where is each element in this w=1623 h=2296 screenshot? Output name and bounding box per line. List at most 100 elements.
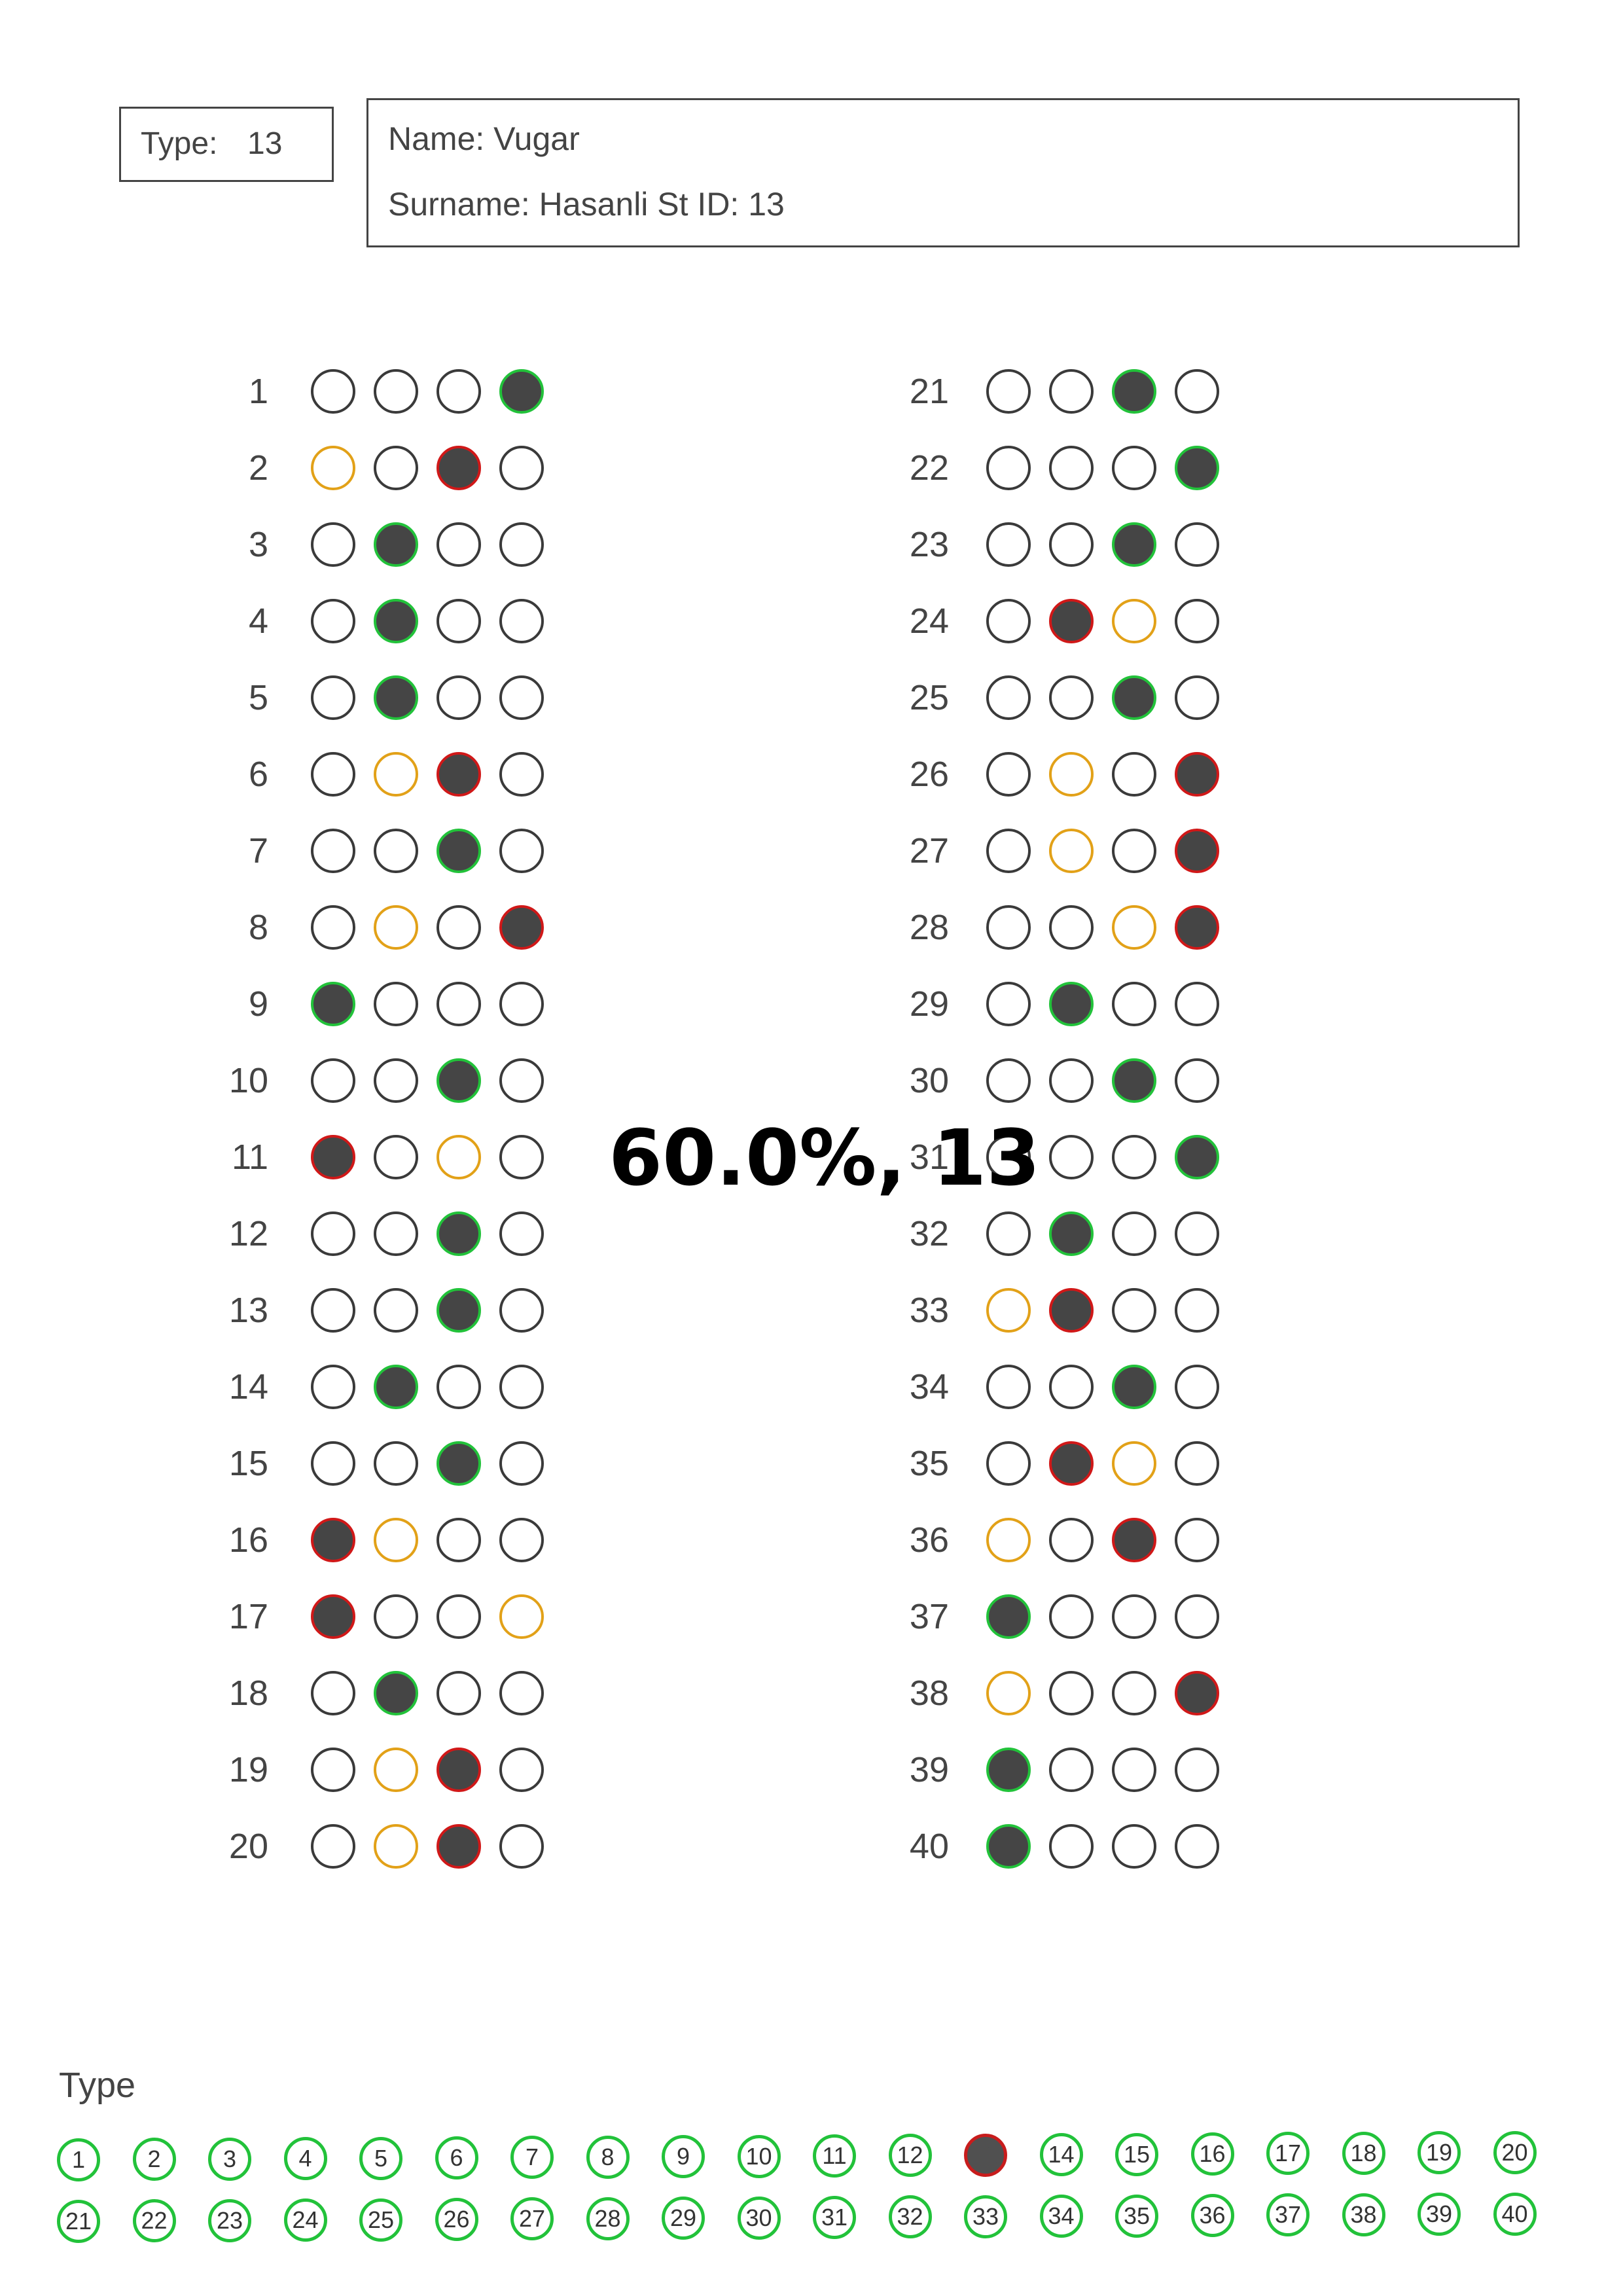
answer-bubble-c[interactable] (437, 369, 481, 414)
answer-bubble-d[interactable] (499, 1671, 544, 1715)
answer-bubble-b[interactable] (374, 369, 418, 414)
type-option-15[interactable]: 15 (1115, 2132, 1158, 2176)
answer-bubble-a[interactable] (311, 1288, 355, 1333)
answer-bubble-a[interactable] (311, 1748, 355, 1792)
answer-bubble-b[interactable] (1049, 1211, 1094, 1256)
answer-bubble-b[interactable] (374, 675, 418, 720)
answer-bubble-d[interactable] (1175, 1135, 1219, 1179)
answer-bubble-d[interactable] (1175, 522, 1219, 567)
answer-bubble-d[interactable] (499, 522, 544, 567)
type-option-13[interactable]: 13 (964, 2133, 1007, 2177)
answer-bubble-d[interactable] (499, 1824, 544, 1869)
answer-bubble-d[interactable] (499, 829, 544, 873)
answer-bubble-c[interactable] (1112, 982, 1156, 1026)
answer-bubble-a[interactable] (986, 1135, 1031, 1179)
answer-bubble-b[interactable] (1049, 752, 1094, 797)
answer-bubble-a[interactable] (986, 982, 1031, 1026)
answer-bubble-a[interactable] (986, 1594, 1031, 1639)
answer-bubble-b[interactable] (1049, 599, 1094, 643)
answer-bubble-d[interactable] (499, 1518, 544, 1562)
answer-bubble-c[interactable] (1112, 1211, 1156, 1256)
type-option-28[interactable]: 28 (586, 2197, 630, 2240)
answer-bubble-a[interactable] (311, 599, 355, 643)
answer-bubble-c[interactable] (1112, 1518, 1156, 1562)
answer-bubble-b[interactable] (374, 905, 418, 950)
answer-bubble-b[interactable] (1049, 675, 1094, 720)
type-option-33[interactable]: 33 (964, 2195, 1007, 2238)
answer-bubble-b[interactable] (1049, 1365, 1094, 1409)
answer-bubble-c[interactable] (1112, 1288, 1156, 1333)
answer-bubble-b[interactable] (1049, 982, 1094, 1026)
answer-bubble-d[interactable] (499, 1288, 544, 1333)
answer-bubble-c[interactable] (437, 1135, 481, 1179)
answer-bubble-b[interactable] (1049, 1058, 1094, 1103)
answer-bubble-a[interactable] (986, 1441, 1031, 1486)
answer-bubble-c[interactable] (1112, 599, 1156, 643)
answer-bubble-a[interactable] (986, 752, 1031, 797)
type-option-20[interactable]: 20 (1493, 2130, 1537, 2174)
answer-bubble-c[interactable] (437, 905, 481, 950)
answer-bubble-a[interactable] (311, 982, 355, 1026)
type-option-38[interactable]: 38 (1342, 2193, 1385, 2236)
type-option-10[interactable]: 10 (737, 2134, 781, 2178)
answer-bubble-a[interactable] (986, 446, 1031, 490)
answer-bubble-a[interactable] (986, 905, 1031, 950)
answer-bubble-b[interactable] (1049, 905, 1094, 950)
type-option-4[interactable]: 4 (283, 2137, 327, 2181)
answer-bubble-c[interactable] (437, 1518, 481, 1562)
answer-bubble-c[interactable] (437, 752, 481, 797)
answer-bubble-d[interactable] (1175, 1748, 1219, 1792)
type-option-2[interactable]: 2 (132, 2138, 176, 2181)
answer-bubble-a[interactable] (311, 446, 355, 490)
answer-bubble-c[interactable] (1112, 752, 1156, 797)
answer-bubble-b[interactable] (374, 829, 418, 873)
answer-bubble-a[interactable] (311, 675, 355, 720)
answer-bubble-a[interactable] (311, 369, 355, 414)
answer-bubble-d[interactable] (1175, 829, 1219, 873)
answer-bubble-d[interactable] (499, 675, 544, 720)
type-option-32[interactable]: 32 (888, 2195, 932, 2239)
answer-bubble-a[interactable] (311, 1058, 355, 1103)
answer-bubble-b[interactable] (374, 1058, 418, 1103)
type-option-26[interactable]: 26 (435, 2198, 478, 2241)
answer-bubble-c[interactable] (1112, 1748, 1156, 1792)
answer-bubble-d[interactable] (499, 599, 544, 643)
answer-bubble-c[interactable] (437, 599, 481, 643)
answer-bubble-b[interactable] (374, 522, 418, 567)
answer-bubble-c[interactable] (1112, 675, 1156, 720)
answer-bubble-c[interactable] (437, 1365, 481, 1409)
answer-bubble-a[interactable] (986, 1365, 1031, 1409)
answer-bubble-c[interactable] (437, 522, 481, 567)
answer-bubble-a[interactable] (311, 1365, 355, 1409)
answer-bubble-d[interactable] (1175, 1058, 1219, 1103)
answer-bubble-d[interactable] (499, 1365, 544, 1409)
answer-bubble-d[interactable] (499, 752, 544, 797)
answer-bubble-b[interactable] (1049, 1824, 1094, 1869)
answer-bubble-a[interactable] (986, 522, 1031, 567)
answer-bubble-c[interactable] (437, 1824, 481, 1869)
type-option-34[interactable]: 34 (1039, 2195, 1083, 2238)
type-option-24[interactable]: 24 (283, 2198, 327, 2242)
type-option-16[interactable]: 16 (1190, 2132, 1234, 2176)
answer-bubble-a[interactable] (986, 599, 1031, 643)
answer-bubble-d[interactable] (1175, 1365, 1219, 1409)
answer-bubble-c[interactable] (437, 1441, 481, 1486)
answer-bubble-a[interactable] (311, 1211, 355, 1256)
answer-bubble-b[interactable] (374, 599, 418, 643)
answer-bubble-b[interactable] (374, 1594, 418, 1639)
answer-bubble-b[interactable] (1049, 369, 1094, 414)
answer-bubble-a[interactable] (311, 522, 355, 567)
type-option-39[interactable]: 39 (1418, 2193, 1461, 2236)
answer-bubble-d[interactable] (499, 369, 544, 414)
answer-bubble-b[interactable] (374, 1441, 418, 1486)
type-option-14[interactable]: 14 (1039, 2133, 1083, 2177)
answer-bubble-d[interactable] (499, 1441, 544, 1486)
type-option-12[interactable]: 12 (888, 2134, 932, 2178)
answer-bubble-d[interactable] (1175, 982, 1219, 1026)
type-option-1[interactable]: 1 (57, 2138, 100, 2181)
answer-bubble-d[interactable] (1175, 1211, 1219, 1256)
answer-bubble-a[interactable] (311, 829, 355, 873)
answer-bubble-b[interactable] (1049, 1518, 1094, 1562)
answer-bubble-b[interactable] (1049, 1135, 1094, 1179)
answer-bubble-b[interactable] (1049, 1441, 1094, 1486)
